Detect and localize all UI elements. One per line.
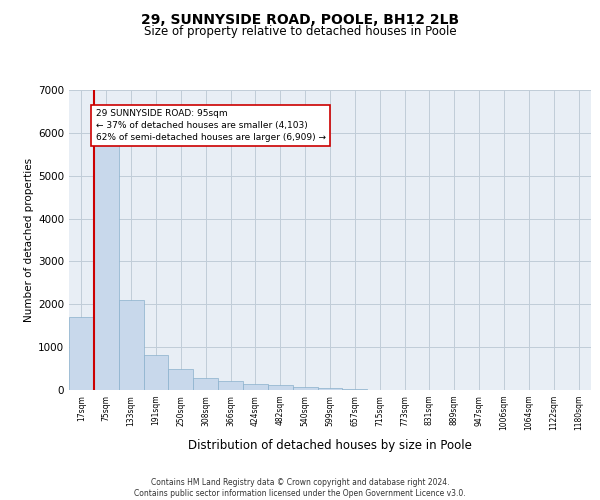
Bar bbox=[69, 317, 94, 390]
Text: Size of property relative to detached houses in Poole: Size of property relative to detached ho… bbox=[143, 25, 457, 38]
Bar bbox=[169, 368, 193, 390]
Text: 29 SUNNYSIDE ROAD: 95sqm
← 37% of detached houses are smaller (4,103)
62% of sem: 29 SUNNYSIDE ROAD: 95sqm ← 37% of detach… bbox=[96, 110, 326, 142]
Bar bbox=[193, 378, 218, 390]
Bar bbox=[243, 384, 268, 390]
Text: 29, SUNNYSIDE ROAD, POOLE, BH12 2LB: 29, SUNNYSIDE ROAD, POOLE, BH12 2LB bbox=[141, 12, 459, 26]
Text: Contains HM Land Registry data © Crown copyright and database right 2024.
Contai: Contains HM Land Registry data © Crown c… bbox=[134, 478, 466, 498]
Bar bbox=[143, 355, 169, 390]
Bar bbox=[268, 386, 293, 390]
Bar bbox=[94, 137, 119, 390]
X-axis label: Distribution of detached houses by size in Poole: Distribution of detached houses by size … bbox=[188, 439, 472, 452]
Bar bbox=[119, 300, 143, 390]
Bar bbox=[343, 388, 367, 390]
Bar bbox=[317, 388, 343, 390]
Y-axis label: Number of detached properties: Number of detached properties bbox=[24, 158, 34, 322]
Bar bbox=[218, 381, 243, 390]
Bar bbox=[293, 386, 317, 390]
